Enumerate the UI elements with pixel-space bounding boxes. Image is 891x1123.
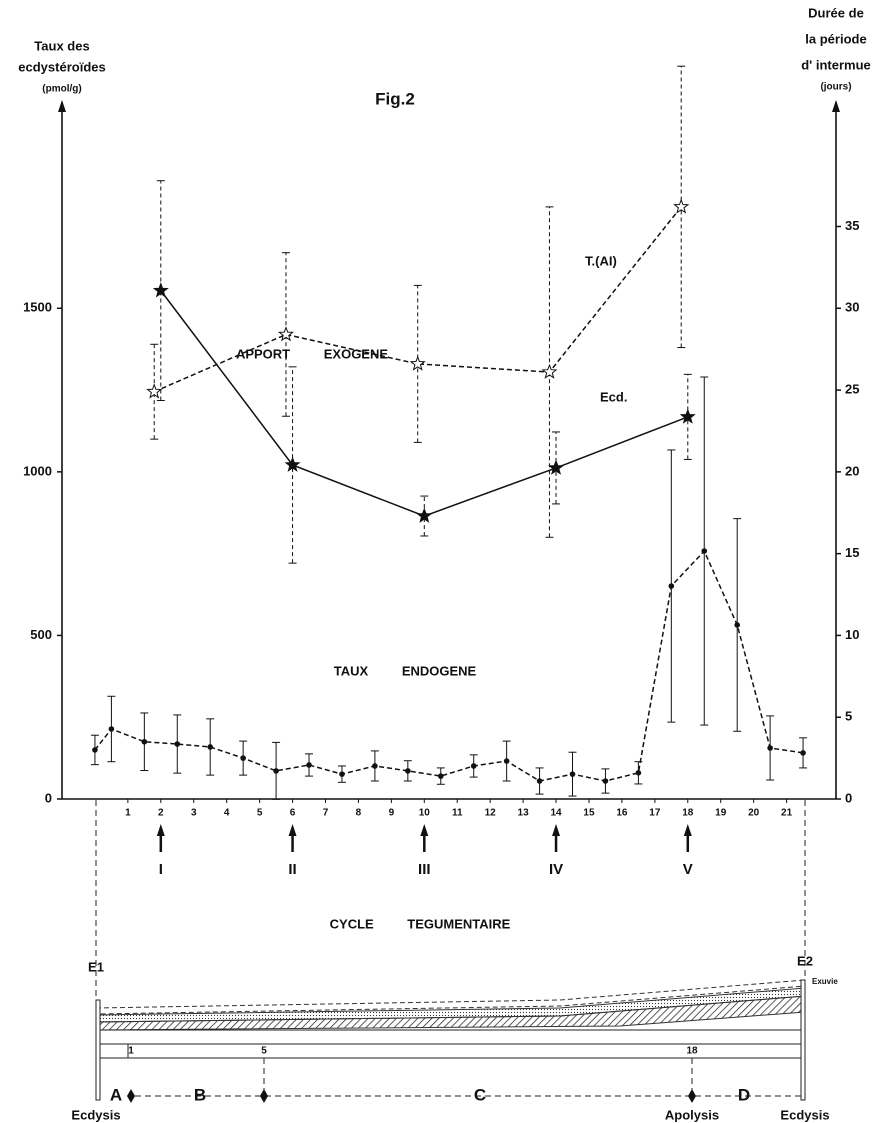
y2-tick-label: 20 <box>845 463 859 478</box>
y2-axis-arrow <box>832 100 840 112</box>
point <box>273 768 279 774</box>
y2-tick-label: 10 <box>845 627 859 642</box>
star-point <box>549 461 562 474</box>
point <box>471 763 477 769</box>
y-tick-label: 1000 <box>23 463 52 478</box>
point <box>339 771 345 777</box>
arrow-head <box>420 824 428 836</box>
point <box>306 762 312 768</box>
x-tick-label: 18 <box>682 808 694 819</box>
point <box>570 771 576 777</box>
point <box>504 758 510 764</box>
y-tick-label: 0 <box>45 790 52 805</box>
point <box>800 750 806 756</box>
y2-tick-label: 0 <box>845 790 852 805</box>
arrow-label: V <box>683 861 693 878</box>
point <box>701 548 707 554</box>
x-tick-label: 20 <box>748 808 760 819</box>
phase-label: D <box>738 1085 750 1104</box>
annotation: TAUX ENDOGENE <box>334 663 477 678</box>
arrow-head <box>684 824 692 836</box>
x-tick-label: 12 <box>485 808 497 819</box>
point <box>405 768 411 774</box>
point <box>767 745 773 751</box>
x-tick-label: 13 <box>518 808 530 819</box>
phase-label: C <box>474 1085 486 1104</box>
point <box>537 778 543 784</box>
point <box>207 744 213 750</box>
star-point <box>411 357 424 370</box>
x-tick-label: 10 <box>419 808 431 819</box>
point <box>636 770 642 776</box>
stage-mark: 1 <box>128 1046 134 1057</box>
point <box>142 739 148 745</box>
event-label: Ecdysis <box>71 1107 120 1122</box>
x-tick-label: 4 <box>224 808 230 819</box>
y2-tick-label: 25 <box>845 382 859 397</box>
x-tick-label: 21 <box>781 808 793 819</box>
event-label: Ecdysis <box>780 1107 829 1122</box>
x-tick-label: 16 <box>616 808 628 819</box>
y2-tick-label: 5 <box>845 709 852 724</box>
point <box>92 747 98 753</box>
x-tick-label: 3 <box>191 808 197 819</box>
x-tick-label: 6 <box>290 808 296 819</box>
legend-label: Ecd. <box>600 389 627 404</box>
x-tick-label: 5 <box>257 808 263 819</box>
phase-label: A <box>110 1085 122 1104</box>
exuvie-label: Exuvie <box>812 977 838 986</box>
y2-label: d' intermue <box>801 57 871 72</box>
y2-label: la période <box>805 31 866 46</box>
x-tick-label: 8 <box>356 808 362 819</box>
x-tick-label: 19 <box>715 808 727 819</box>
arrow-label: I <box>159 861 163 878</box>
y-unit: (pmol/g) <box>42 84 81 95</box>
x-tick-label: 17 <box>649 808 661 819</box>
x-tick-label: 7 <box>323 808 329 819</box>
chart-title: Fig.2 <box>375 89 415 108</box>
arrow-head <box>289 824 297 836</box>
x-tick-label: 9 <box>389 808 395 819</box>
point <box>174 741 180 747</box>
epidermis <box>96 1030 805 1044</box>
y2-tick-label: 30 <box>845 300 859 315</box>
arrow-label: II <box>288 861 296 878</box>
y-label: ecdystéroïdes <box>18 59 105 74</box>
arrow-label: IV <box>549 861 563 878</box>
arrow-head <box>552 824 560 836</box>
y2-label: Durée de <box>808 5 864 20</box>
arrow-head <box>157 824 165 836</box>
diagram-title: CYCLE TEGUMENTAIRE <box>330 916 511 931</box>
x-tick-label: 14 <box>550 808 562 819</box>
event-label: Apolysis <box>665 1107 719 1122</box>
x-tick-label: 15 <box>583 808 595 819</box>
y-axis-arrow <box>58 100 66 112</box>
stage-mark: 18 <box>686 1046 698 1057</box>
point <box>734 622 740 628</box>
y2-tick-label: 15 <box>845 545 859 560</box>
cycle-diagram: CYCLE TEGUMENTAIRE E1 E2 Exuvie 1 5 18 A… <box>71 800 838 1122</box>
arrow-label: III <box>418 861 431 878</box>
x-tick-label: 2 <box>158 808 164 819</box>
figure: Fig.2 Taux des ecdystéroïdes (pmol/g) Du… <box>0 0 891 1123</box>
scale <box>96 1044 805 1058</box>
legend-label: T.(AI) <box>585 253 617 268</box>
point <box>240 755 246 761</box>
y2-tick-label: 35 <box>845 218 859 233</box>
annotation: APPORT EXOGENE <box>236 346 388 361</box>
y2-unit: (jours) <box>820 82 851 93</box>
y-tick-label: 500 <box>30 627 52 642</box>
y-tick-label: 1500 <box>23 300 52 315</box>
stage-mark: 5 <box>261 1046 267 1057</box>
y-label: Taux des <box>34 38 89 53</box>
x-tick-label: 1 <box>125 808 131 819</box>
point <box>109 726 115 732</box>
point <box>372 763 378 769</box>
point <box>438 773 444 779</box>
point <box>603 778 609 784</box>
phase-label: B <box>194 1085 206 1104</box>
x-tick-label: 11 <box>452 808 463 819</box>
point <box>669 583 675 589</box>
